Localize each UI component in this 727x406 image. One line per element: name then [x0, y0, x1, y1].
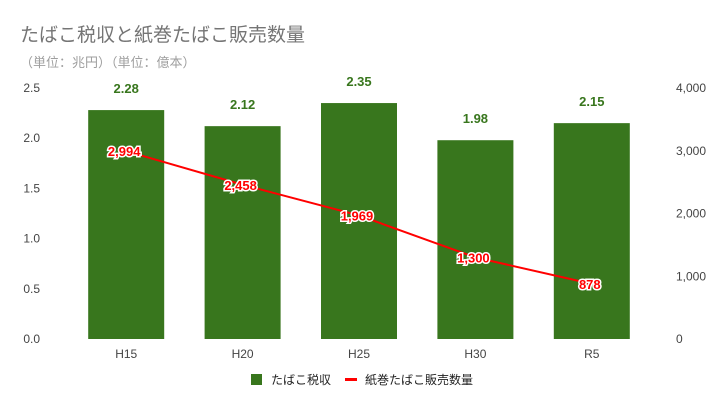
x-axis-tick: H25 — [348, 347, 370, 361]
x-axis-tick: H30 — [464, 347, 486, 361]
legend-bar-swatch — [251, 374, 262, 385]
line-value-label: 1,969 — [341, 208, 374, 223]
left-axis-tick: 1.0 — [23, 232, 40, 246]
legend-bar-label: たばこ税収 — [271, 373, 331, 387]
bar — [553, 123, 630, 339]
bar-value-label: 2.12 — [230, 97, 255, 112]
line-value-label: 878 — [579, 277, 601, 292]
bar — [88, 110, 165, 339]
line-value-label: 2,994 — [108, 144, 141, 159]
line-value-label: 1,300 — [457, 250, 490, 265]
left-axis-tick: 1.5 — [23, 181, 40, 195]
bar-value-label: 2.15 — [579, 94, 604, 109]
right-axis-tick: 2,000 — [676, 207, 706, 221]
chart-subtitle: （単位：兆円）（単位：億本） — [20, 55, 196, 70]
line-value-label: 2,458 — [224, 178, 257, 193]
right-axis-tick: 1,000 — [676, 269, 706, 283]
chart-title: たばこ税収と紙巻たばこ販売数量 — [20, 25, 306, 46]
left-axis-tick: 2.5 — [23, 81, 40, 95]
x-axis-tick: H20 — [232, 347, 254, 361]
bar — [321, 103, 397, 339]
bar — [204, 126, 281, 339]
right-axis-tick: 3,000 — [676, 144, 706, 158]
left-axis-tick: 0.5 — [23, 282, 40, 296]
bar-value-label: 2.35 — [346, 74, 371, 89]
x-axis-tick: R5 — [584, 347, 600, 361]
left-axis-tick: 2.0 — [23, 131, 40, 145]
left-axis-tick: 0.0 — [23, 332, 40, 346]
bar-value-label: 1.98 — [463, 111, 488, 126]
line-series — [125, 150, 593, 285]
legend-line-swatch — [345, 378, 357, 381]
right-axis-tick: 4,000 — [676, 81, 706, 95]
bar-value-label: 2.28 — [114, 81, 139, 96]
x-axis-tick: H15 — [115, 347, 137, 361]
bar — [437, 140, 514, 339]
right-axis-tick: 0 — [676, 332, 683, 346]
legend-line-label: 紙巻たばこ販売数量 — [365, 372, 473, 387]
